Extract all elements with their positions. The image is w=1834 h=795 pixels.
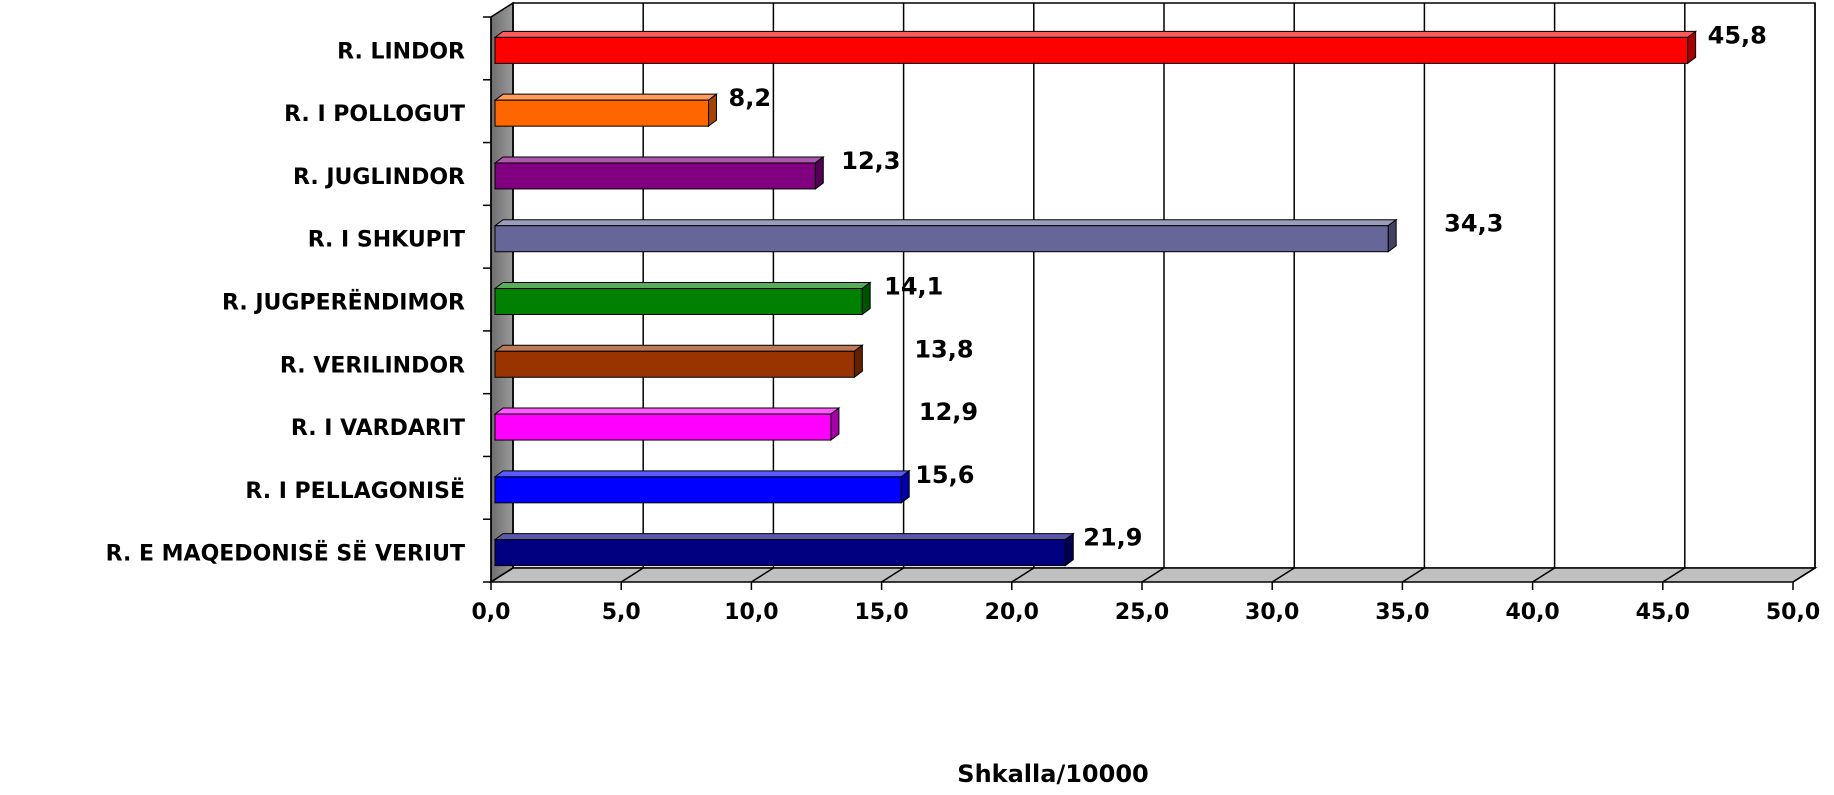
bar [494, 413, 832, 441]
data-label: 45,8 [1708, 21, 1767, 49]
x-tick-label: 0,0 [472, 600, 511, 625]
floor-gridline [750, 567, 774, 583]
x-tick-label: 35,0 [1375, 600, 1429, 625]
floor-gridline [1011, 567, 1035, 583]
bar [494, 225, 1389, 253]
bar-top [493, 156, 825, 164]
bar-end [814, 155, 824, 190]
category-label: R. I PELLAGONISË [245, 478, 465, 504]
bar-end [861, 281, 871, 316]
bar [494, 539, 1066, 567]
x-tick-label: 40,0 [1505, 600, 1559, 625]
bar [494, 350, 855, 378]
bar-top [493, 344, 864, 352]
category-label: R. E MAQEDONISË SË VERIUT [106, 541, 465, 567]
bar [494, 36, 1689, 64]
x-tick-label: 50,0 [1766, 600, 1820, 625]
bar [494, 476, 902, 504]
floor-gridline [881, 567, 905, 583]
bar-top [493, 533, 1075, 541]
x-tick-label: 45,0 [1636, 600, 1690, 625]
data-label: 13,8 [914, 335, 973, 363]
floor-gridline [1792, 567, 1816, 583]
data-label: 15,6 [915, 461, 974, 489]
category-label: R. JUGLINDOR [293, 165, 465, 190]
bar [494, 162, 816, 190]
data-label: 8,2 [729, 84, 772, 112]
data-label: 14,1 [884, 273, 943, 301]
bar-top [493, 407, 841, 415]
bar-top [493, 30, 1698, 38]
category-label: R. I VARDARIT [291, 416, 465, 441]
category-label: R. JUGPERËNDIMOR [222, 290, 465, 316]
x-tick-label: 20,0 [985, 600, 1039, 625]
value-labels: 45,8 8,2 12,3 34,3 14,1 13,8 12,9 15,6 21,9 [729, 21, 1767, 551]
category-label: R. I POLLOGUT [284, 102, 465, 127]
bars [493, 30, 1698, 567]
bar-end [900, 469, 910, 504]
x-tick-label: 30,0 [1245, 600, 1299, 625]
x-tick-label: 10,0 [724, 600, 778, 625]
category-label: R. LINDOR [337, 39, 465, 64]
bar-end [1387, 218, 1397, 253]
bar-end [1687, 30, 1697, 65]
x-tick-label: 15,0 [854, 600, 908, 625]
category-label: R. VERILINDOR [280, 353, 465, 378]
bar [494, 288, 863, 315]
data-label: 21,9 [1083, 524, 1142, 552]
x-tick-labels: 0,0 5,0 10,0 15,0 20,0 25,0 30,0 35,0 40,0 45,0 50… [472, 600, 1821, 625]
bar-top [493, 282, 872, 289]
floor-gridline [1271, 567, 1295, 583]
floor-gridline [620, 567, 644, 583]
data-label: 34,3 [1444, 210, 1503, 238]
data-label: 12,3 [841, 147, 900, 175]
floor-gridline [1141, 567, 1165, 583]
floor-gridline [1532, 567, 1556, 583]
bar-top [493, 470, 911, 478]
category-labels: R. LINDOR R. I POLLOGUT R. JUGLINDOR R. I S… [106, 39, 465, 566]
bar-end [1064, 532, 1074, 567]
floor-gridline [1662, 567, 1686, 583]
x-axis-title: Shkalla/10000 [957, 760, 1148, 788]
bar-top [493, 219, 1398, 227]
category-label: R. I SHKUPIT [308, 228, 465, 253]
x-tick-label: 25,0 [1115, 600, 1169, 625]
bar-end [830, 407, 840, 442]
bar-end [853, 344, 863, 379]
bar [494, 99, 710, 127]
floor-gridline [490, 567, 514, 583]
data-label: 12,9 [919, 398, 978, 426]
bar-end [708, 93, 718, 128]
bar-top [493, 93, 719, 101]
x-tick-label: 5,0 [602, 600, 641, 625]
floor-gridline [1401, 567, 1425, 583]
